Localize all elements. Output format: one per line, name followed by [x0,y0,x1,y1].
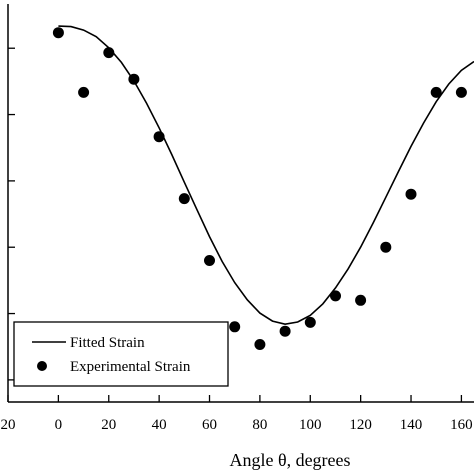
data-point-experimental [330,290,341,302]
x-axis-title: Angle θ, degrees [229,450,350,470]
data-point-experimental [178,193,190,205]
x-tick-label: 20 [1,417,16,433]
x-tick-label: 120 [349,417,372,433]
series-line-fitted-strain [58,25,474,326]
data-point-experimental [355,294,367,306]
data-point-experimental [405,188,417,200]
series-layer [52,25,474,350]
legend-box [13,321,229,387]
legend-label-fitted: Fitted Strain [70,335,145,351]
data-point-experimental [430,86,442,98]
x-tick-label: 160 [450,417,473,433]
data-point-experimental [279,325,291,337]
data-point-experimental [153,131,165,143]
data-point-experimental [455,86,467,98]
data-point-experimental [103,47,115,59]
x-tick-label: 40 [152,417,167,433]
data-point-experimental [254,339,266,350]
x-tick-label: 0 [55,417,63,433]
x-tick-label: 100 [299,417,322,433]
data-point-experimental [128,73,140,85]
x-tick-label: 20 [101,417,116,433]
legend-marker-symbol [37,361,47,371]
data-point-experimental [204,255,215,266]
data-point-experimental [78,86,90,98]
x-tick-label: 60 [202,417,217,433]
data-point-experimental [380,241,392,253]
data-point-experimental [304,316,316,328]
legend-label-experimental: Experimental Strain [70,359,191,375]
data-point-experimental [229,321,241,333]
legend: Fitted Strain Experimental Strain [13,321,229,387]
data-point-experimental [52,27,64,39]
x-tick-label: 140 [400,417,423,433]
x-tick-label: 80 [252,417,267,433]
axes [7,4,474,403]
ticks: 20 0 20 40 60 80 100 120 140 160 [1,47,473,433]
